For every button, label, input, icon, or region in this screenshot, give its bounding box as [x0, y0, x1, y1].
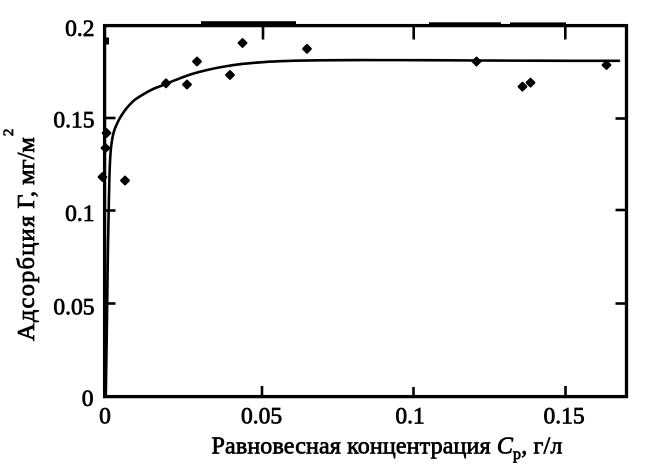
- svg-text:0.15: 0.15: [543, 404, 584, 430]
- svg-text:0.2: 0.2: [65, 16, 94, 42]
- svg-text:0.1: 0.1: [395, 404, 424, 430]
- svg-text:0.05: 0.05: [53, 295, 94, 321]
- svg-text:Равновесная концентрация Cр, г: Равновесная концентрация Cр, г/л: [212, 434, 563, 464]
- svg-text:0.15: 0.15: [53, 108, 94, 134]
- svg-text:0: 0: [82, 386, 94, 412]
- svg-text:0.05: 0.05: [241, 404, 282, 430]
- svg-text:0: 0: [99, 404, 111, 430]
- svg-text:Адсорбция Г, мг/м2: Адсорбция Г, мг/м2: [1, 129, 40, 341]
- svg-text:0.1: 0.1: [65, 201, 94, 227]
